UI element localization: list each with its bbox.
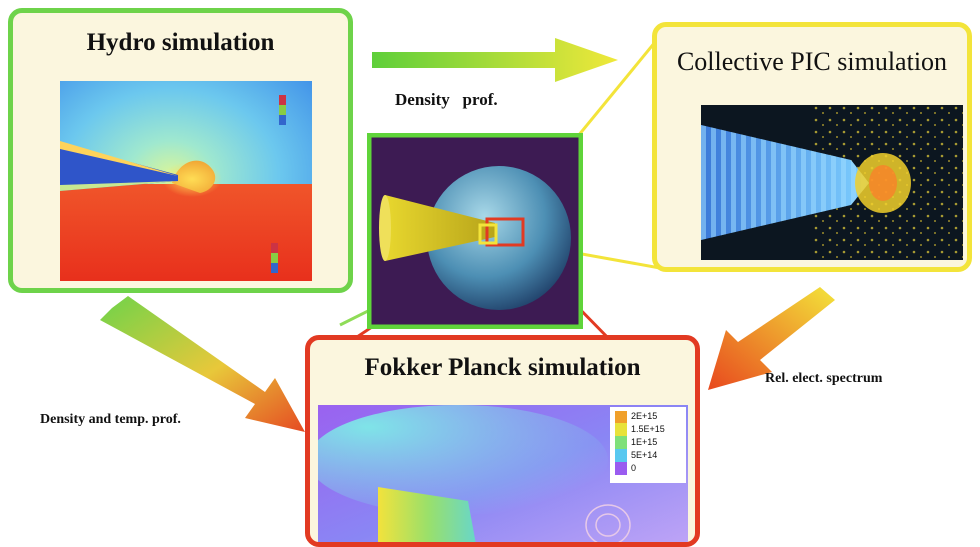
fokker-legend-label-4: 5E+14 <box>631 450 657 460</box>
fokker-plot: 2E+15 1.5E+15 1E+15 5E+14 0 <box>318 405 688 542</box>
hydro-bottom-region <box>60 184 312 281</box>
hydro-colorbar-top-low <box>279 115 286 125</box>
hydro-plot <box>60 81 312 281</box>
fokker-ring-contour <box>585 504 631 542</box>
hydro-title: Hydro simulation <box>86 29 275 56</box>
target-cone <box>385 195 495 261</box>
fokker-hot-region <box>378 487 476 542</box>
hydro-colorbar-top-mid <box>279 105 286 115</box>
center-target-image <box>367 133 583 329</box>
fokker-legend-swatch-4 <box>615 449 627 462</box>
fokker-panel: Fokker Planck simulation <box>305 335 700 547</box>
hydro-laser-edge <box>60 141 178 176</box>
hydro-colorbar-bottom-mid <box>271 253 278 263</box>
pic-beam-stripes <box>701 125 869 240</box>
fokker-legend-swatch-1 <box>615 411 627 423</box>
fokker-legend-swatch-2 <box>615 423 627 436</box>
hydro-laser-edge-lower <box>60 181 178 191</box>
target-cone-base <box>379 195 391 261</box>
fokker-legend-label-3: 1E+15 <box>631 437 657 447</box>
fokker-legend-swatch-3 <box>615 436 627 449</box>
fokker-legend-label-5: 0 <box>631 463 636 473</box>
hydro-colorbar-bottom-low <box>271 263 278 273</box>
hydro-hot-spot <box>162 161 222 197</box>
hydro-panel: Hydro simulation <box>8 8 353 293</box>
fokker-plume <box>318 405 608 515</box>
fokker-legend-swatch-5 <box>615 462 627 475</box>
pic-hot-core <box>869 165 897 201</box>
fokker-title: Fokker Planck simulation <box>364 354 641 381</box>
pic-plot <box>701 105 963 260</box>
target-sphere <box>427 166 571 310</box>
caption-rel-elect-spectrum: Rel. elect. spectrum <box>765 371 883 386</box>
zoom-box <box>485 217 525 247</box>
pic-panel: Collective PIC simulation <box>652 22 972 272</box>
pic-title: Collective PIC simulation <box>676 47 948 76</box>
zoom-box-inner <box>478 223 498 245</box>
fokker-legend-label-2: 1.5E+15 <box>631 424 665 434</box>
fokker-ring-contour-inner <box>595 513 621 537</box>
fokker-legend-label-1: 2E+15 <box>631 411 657 421</box>
caption-density-temp-prof: Density and temp. prof. <box>40 412 181 427</box>
caption-density-prof: Density prof. <box>395 90 498 109</box>
